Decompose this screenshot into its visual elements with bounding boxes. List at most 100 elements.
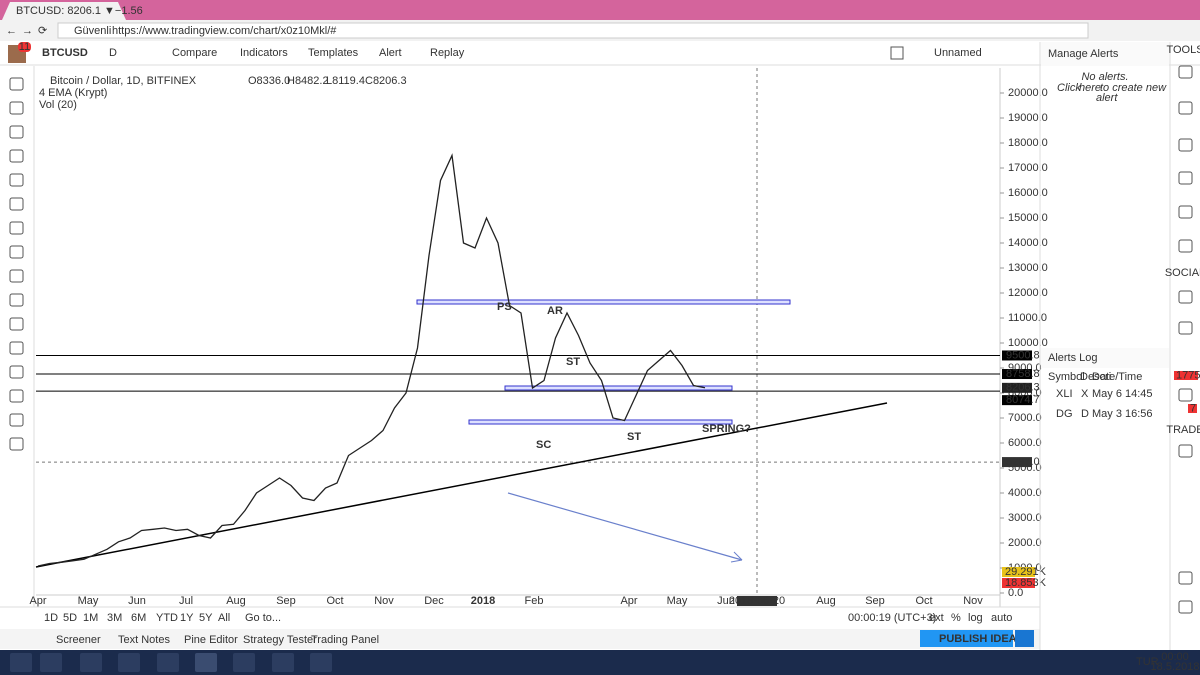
log-cell: XLI xyxy=(1056,388,1073,400)
log-column: Symbol xyxy=(1048,371,1085,383)
volume-trend xyxy=(507,492,743,561)
nav-button[interactable]: ← xyxy=(6,25,17,37)
y-tick-label: 18000.0 xyxy=(1008,137,1048,149)
range-button[interactable]: 5D xyxy=(63,612,77,624)
toolbar-item[interactable]: Alert xyxy=(379,47,402,59)
axis-option[interactable]: ext xyxy=(929,612,944,624)
clock: 00:00:19 (UTC+3) xyxy=(848,612,936,624)
sidebar-icon xyxy=(1178,571,1193,585)
study-label: 4 EMA (Krypt) xyxy=(39,87,107,99)
y-tick-label: 13000.0 xyxy=(1008,262,1048,274)
y-tick-label: 15000.0 xyxy=(1008,212,1048,224)
range-button[interactable]: 1M xyxy=(83,612,98,624)
y-tick-label: 6000.0 xyxy=(1008,437,1042,449)
range-button[interactable]: 3M xyxy=(107,612,122,624)
sidebar-icon xyxy=(1178,138,1193,152)
ohlc-value: C8206.3 xyxy=(365,75,407,87)
time-label: Jun xyxy=(128,595,146,607)
range-button[interactable]: 5Y xyxy=(199,612,213,624)
nav-button[interactable]: → xyxy=(22,25,33,37)
panel-tab[interactable]: Text Notes xyxy=(118,634,170,646)
sidebar-icon xyxy=(1178,205,1193,219)
range-box xyxy=(504,385,733,391)
range-box xyxy=(416,299,791,305)
drawing-tool xyxy=(9,173,24,187)
range-button[interactable]: YTD xyxy=(156,612,178,624)
level-label: 8758.8 xyxy=(1006,368,1040,380)
time-label: Aug xyxy=(816,595,836,607)
toolbar-item[interactable]: Replay xyxy=(430,47,465,59)
alerts-click: Click xyxy=(1057,82,1081,94)
count-badge xyxy=(1188,404,1197,413)
y-tick-label: 17000.0 xyxy=(1008,162,1048,174)
taskbar-icon xyxy=(80,653,102,672)
arrow-head xyxy=(730,551,743,563)
log-cell: May 6 14:45 xyxy=(1092,388,1153,400)
taskbar-icon xyxy=(195,653,217,672)
time-label: Oct xyxy=(915,595,932,607)
range-button[interactable]: 1D xyxy=(44,612,58,624)
alerts-alert: alert xyxy=(1096,92,1118,104)
range-box xyxy=(468,419,733,425)
time-label: Apr xyxy=(29,595,46,607)
panel-header xyxy=(1041,42,1169,66)
count-badge-text: 7 xyxy=(1190,402,1196,414)
toolbar-item[interactable]: Compare xyxy=(172,47,217,59)
panel-tab[interactable]: Strategy Tester xyxy=(243,634,317,646)
toolbar-item[interactable]: Templates xyxy=(308,47,359,59)
interval[interactable]: D xyxy=(109,47,117,59)
alerts-here[interactable]: here xyxy=(1079,82,1101,94)
y-tick-label: 4000.0 xyxy=(1008,487,1042,499)
symbol[interactable]: BTCUSD xyxy=(42,47,88,59)
crosshair-label-bg xyxy=(1002,457,1032,468)
axis-option[interactable]: % xyxy=(951,612,961,624)
log-header xyxy=(1041,348,1169,368)
annotation: SC xyxy=(536,439,551,451)
panel-tab[interactable]: Trading Panel xyxy=(311,634,379,646)
logo-badge xyxy=(18,42,31,52)
taskbar-lang: TUR xyxy=(1136,656,1159,668)
drawing-tool xyxy=(9,245,24,259)
sidebar-icon xyxy=(1178,600,1193,614)
nav-button[interactable]: ⟳ xyxy=(38,25,47,37)
sidebar-icon xyxy=(1178,444,1193,458)
taskbar-icon xyxy=(118,653,140,672)
volume-label-bg xyxy=(1002,578,1035,588)
drawing-tool xyxy=(9,125,24,139)
axis-option[interactable]: auto xyxy=(991,612,1012,624)
log-cell: D xyxy=(1081,408,1089,420)
drawing-tool xyxy=(9,413,24,427)
time-label: Jul xyxy=(179,595,193,607)
range-button[interactable]: Go to... xyxy=(245,612,281,624)
drawing-tool xyxy=(9,365,24,379)
axis-option[interactable]: log xyxy=(968,612,983,624)
url-box xyxy=(57,22,1089,39)
log-cell: DG xyxy=(1056,408,1073,420)
annotation: SPRING? xyxy=(702,423,751,435)
publish-label[interactable]: PUBLISH IDEA xyxy=(939,633,1017,645)
range-button[interactable]: 1Y xyxy=(180,612,194,624)
range-button[interactable]: 6M xyxy=(131,612,146,624)
time-label: 2018 xyxy=(471,595,495,607)
y-tick-label: 16000.0 xyxy=(1008,187,1048,199)
ohlc-value: O8336.0 xyxy=(248,75,290,87)
time-label: Sep xyxy=(276,595,296,607)
alerts-title[interactable]: Manage Alerts xyxy=(1048,48,1119,60)
drawing-tool xyxy=(9,197,24,211)
panel-tab[interactable]: Screener xyxy=(56,634,101,646)
logo-badge-text: 11 xyxy=(19,41,30,53)
layout-name[interactable]: Unnamed xyxy=(934,47,982,59)
alerts-empty: No alerts. xyxy=(1081,71,1128,83)
level-label: 9500.8 xyxy=(1006,349,1040,361)
sidebar-social: SOCIAL xyxy=(1165,267,1200,279)
panel-tab[interactable]: Pine Editor xyxy=(184,634,238,646)
taskbar-icon xyxy=(272,653,294,672)
range-button[interactable]: All xyxy=(218,612,230,624)
y-tick-label: 19000.0 xyxy=(1008,112,1048,124)
annotation: ST xyxy=(566,356,580,368)
tab xyxy=(2,2,126,20)
log-cell: X xyxy=(1081,388,1089,400)
toolbar-item[interactable]: Indicators xyxy=(240,47,288,59)
